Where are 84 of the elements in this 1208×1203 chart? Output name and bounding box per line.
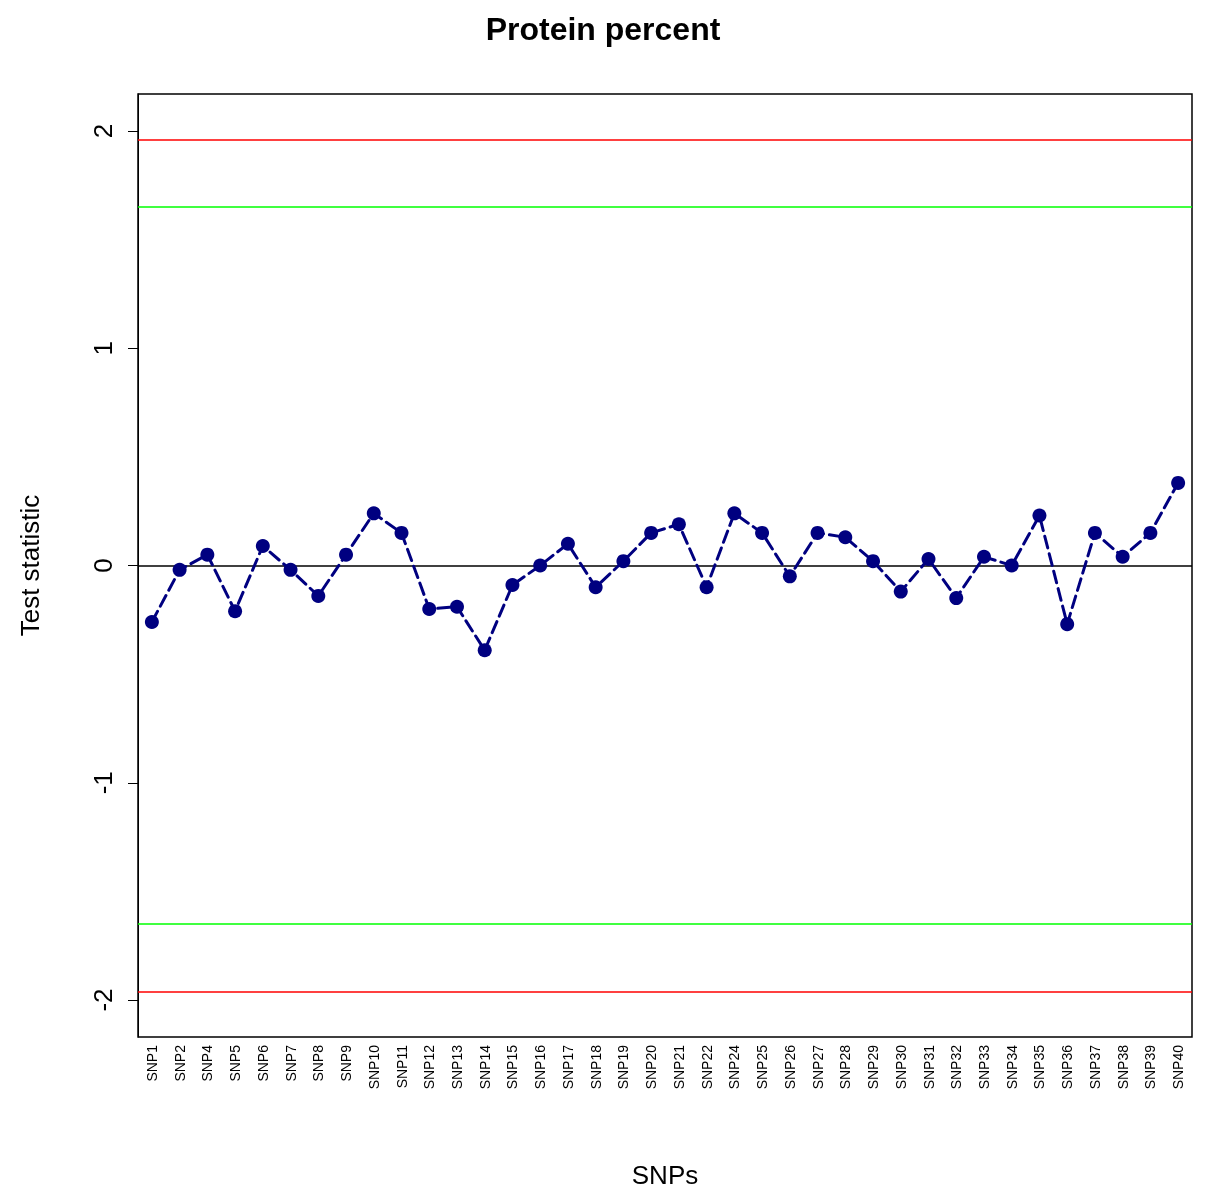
y-tick-label: -2: [88, 988, 118, 1012]
point: [616, 554, 631, 569]
point: [144, 615, 159, 629]
x-tick-label: SNP11: [393, 1044, 410, 1089]
x-tick-label: SNP40: [1170, 1044, 1187, 1090]
x-tick-label: SNP28: [837, 1044, 854, 1090]
point: [283, 562, 298, 577]
x-tick-label: SNP39: [1142, 1044, 1159, 1090]
x-tick-label: SNP37: [1086, 1044, 1103, 1090]
point: [560, 536, 575, 551]
x-tick-label: SNP10: [365, 1044, 382, 1090]
point: [339, 547, 354, 562]
point: [505, 578, 520, 593]
x-tick-label: SNP2: [171, 1044, 188, 1082]
point: [533, 558, 548, 573]
point: [976, 549, 991, 564]
point: [228, 604, 243, 619]
point: [755, 525, 770, 540]
x-tick-label: SNP18: [587, 1044, 604, 1090]
x-tick-label: SNP30: [892, 1044, 909, 1090]
point: [394, 525, 409, 540]
point: [782, 569, 797, 584]
point: [810, 525, 825, 540]
x-tick-label: SNP32: [948, 1044, 965, 1090]
x-tick-label: SNP9: [338, 1044, 355, 1082]
x-tick-label: SNP7: [282, 1044, 299, 1082]
point: [1087, 525, 1102, 540]
chart-title: Protein percent: [485, 11, 721, 47]
point: [921, 551, 936, 566]
point: [838, 530, 853, 545]
x-tick-label: SNP26: [781, 1044, 798, 1090]
x-tick-label: SNP31: [920, 1044, 937, 1090]
x-tick-label: SNP6: [254, 1044, 271, 1082]
x-tick-label: SNP16: [532, 1044, 549, 1090]
point: [893, 584, 908, 599]
point: [172, 562, 187, 577]
y-tick-label: 0: [88, 558, 118, 573]
x-tick-label: SNP38: [1114, 1044, 1131, 1090]
point: [200, 547, 215, 562]
point: [1032, 508, 1047, 523]
point: [1060, 617, 1075, 632]
x-tick-label: SNP8: [310, 1044, 327, 1082]
x-tick-label: SNP35: [1031, 1044, 1048, 1090]
x-tick-label: SNP22: [698, 1044, 715, 1090]
point: [255, 538, 270, 553]
point: [1115, 549, 1130, 564]
point: [866, 554, 881, 569]
x-tick-label: SNP25: [754, 1044, 771, 1090]
x-tick-label: SNP21: [670, 1044, 687, 1090]
point: [449, 599, 464, 614]
x-tick-label: SNP33: [975, 1044, 992, 1090]
x-axis-title: SNPs: [631, 1160, 699, 1190]
x-tick-label: SNP24: [726, 1044, 743, 1090]
x-tick-label: SNP34: [1003, 1044, 1020, 1090]
x-tick-label: SNP12: [421, 1044, 438, 1090]
point: [671, 517, 686, 532]
y-axis-title: Test statistic: [15, 494, 45, 637]
point: [644, 525, 659, 540]
point: [477, 643, 492, 658]
point: [366, 506, 381, 521]
y-tick-label: -1: [88, 771, 118, 795]
point: [588, 580, 603, 595]
x-tick-label: SNP14: [476, 1044, 493, 1090]
point: [422, 601, 437, 616]
x-tick-label: SNP4: [199, 1044, 216, 1082]
y-tick-label: 2: [88, 123, 118, 139]
point: [1171, 475, 1186, 490]
x-tick-label: SNP17: [559, 1044, 576, 1090]
x-tick-label: SNP27: [809, 1044, 826, 1090]
y-tick-label: 1: [88, 340, 118, 356]
point: [949, 591, 964, 606]
point: [727, 506, 742, 521]
x-tick-label: SNP5: [227, 1044, 244, 1082]
x-tick-label: SNP19: [615, 1044, 632, 1090]
point: [1143, 525, 1158, 540]
x-tick-label: SNP20: [643, 1044, 660, 1090]
point: [311, 588, 326, 603]
x-tick-label: SNP36: [1059, 1044, 1076, 1090]
point: [699, 580, 714, 595]
point: [1004, 558, 1019, 573]
x-tick-label: SNP13: [448, 1044, 465, 1090]
x-tick-label: SNP1: [143, 1044, 160, 1082]
x-tick-label: SNP29: [865, 1044, 882, 1090]
x-tick-label: SNP15: [504, 1044, 521, 1090]
